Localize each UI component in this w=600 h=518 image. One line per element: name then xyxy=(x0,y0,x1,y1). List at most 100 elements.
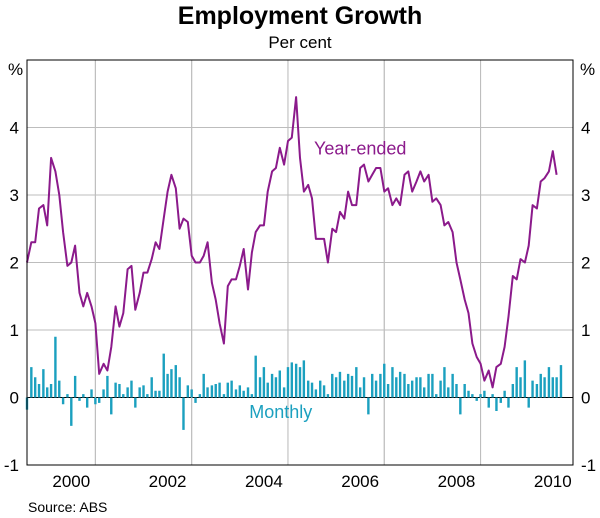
monthly-bar xyxy=(515,367,518,398)
y-tick-label-right: 2 xyxy=(581,254,590,273)
monthly-bar xyxy=(471,394,474,398)
monthly-bar xyxy=(519,377,522,398)
monthly-bar xyxy=(186,385,190,398)
y-tick-label-right: 0 xyxy=(581,389,590,408)
monthly-bar xyxy=(479,394,482,398)
monthly-bar xyxy=(234,389,238,398)
monthly-bar xyxy=(37,384,41,398)
monthly-bar xyxy=(358,387,362,398)
monthly-bar xyxy=(367,397,370,415)
monthly-bar xyxy=(306,380,310,398)
monthly-bar xyxy=(475,397,478,401)
monthly-bar xyxy=(90,389,93,398)
monthly-bar xyxy=(410,380,414,398)
y-tick-label-left: 0 xyxy=(10,389,19,408)
monthly-bar xyxy=(531,380,534,398)
monthly-series-label: Monthly xyxy=(249,402,312,422)
monthly-bar xyxy=(102,389,105,398)
monthly-bar xyxy=(503,390,506,398)
monthly-bars xyxy=(25,336,563,430)
monthly-bar xyxy=(278,370,281,398)
monthly-bar xyxy=(527,397,530,408)
year-ended-line xyxy=(26,96,558,389)
monthly-bar xyxy=(178,377,181,398)
monthly-bar xyxy=(427,373,430,398)
monthly-bar xyxy=(238,385,242,398)
monthly-bar xyxy=(230,380,233,398)
monthly-bar xyxy=(467,390,470,398)
monthly-bar xyxy=(154,390,157,398)
monthly-bar xyxy=(106,375,109,398)
y-tick-label-left: 1 xyxy=(10,321,19,340)
x-tick-label: 2002 xyxy=(149,472,187,491)
monthly-bar xyxy=(443,367,446,398)
monthly-bar xyxy=(146,394,149,398)
monthly-bar xyxy=(463,384,466,398)
monthly-bar xyxy=(314,389,318,398)
monthly-bar xyxy=(451,373,454,398)
monthly-bar xyxy=(383,363,386,398)
monthly-bar xyxy=(499,397,502,403)
monthly-bar xyxy=(334,377,338,398)
monthly-bar xyxy=(49,384,53,398)
monthly-bar xyxy=(310,382,314,398)
monthly-bar xyxy=(114,382,117,398)
monthly-bar xyxy=(262,367,266,398)
monthly-bar xyxy=(374,380,378,398)
monthly-bar xyxy=(242,390,245,398)
monthly-bar xyxy=(319,380,322,398)
monthly-bar xyxy=(194,397,197,403)
monthly-bar xyxy=(511,384,515,398)
monthly-bar xyxy=(126,387,129,398)
monthly-bar xyxy=(222,394,226,398)
monthly-bar xyxy=(391,367,394,398)
monthly-bar xyxy=(362,377,366,398)
monthly-bar xyxy=(290,362,294,398)
monthly-bar xyxy=(274,377,278,398)
monthly-bar xyxy=(30,367,33,398)
axis-tick-labels: -1 -1 0 0 1 1 2 2 3 3 4 4 2000 2002 2004 2006 2008 2010 xyxy=(4,119,596,492)
monthly-bar xyxy=(42,369,45,398)
monthly-bar xyxy=(495,397,498,411)
monthly-bar xyxy=(46,387,49,398)
monthly-bar xyxy=(298,367,302,398)
monthly-bar xyxy=(551,377,554,398)
monthly-bar xyxy=(170,369,173,398)
monthly-bar xyxy=(94,397,97,405)
monthly-bar xyxy=(331,373,334,398)
monthly-bar xyxy=(206,387,209,398)
left-axis-unit: % xyxy=(8,60,23,79)
monthly-bar xyxy=(322,385,326,398)
x-tick-label: 2006 xyxy=(341,472,379,491)
source-note: Source: ABS xyxy=(28,499,107,515)
monthly-bar xyxy=(162,353,165,398)
monthly-bar xyxy=(226,382,229,398)
y-tick-label-right: 1 xyxy=(581,321,590,340)
monthly-bar xyxy=(266,382,269,398)
monthly-bar xyxy=(258,377,262,398)
monthly-bar xyxy=(491,394,494,398)
x-tick-label: 2010 xyxy=(534,472,572,491)
monthly-bar xyxy=(270,373,274,398)
monthly-bar xyxy=(483,390,486,398)
monthly-bar xyxy=(198,394,202,398)
monthly-bar xyxy=(250,394,254,398)
monthly-bar xyxy=(286,367,290,398)
monthly-bar xyxy=(447,387,450,398)
monthly-bar xyxy=(507,397,510,408)
monthly-bar xyxy=(439,380,442,398)
monthly-bar xyxy=(523,360,527,398)
monthly-bar xyxy=(547,367,551,398)
monthly-bar xyxy=(122,394,125,398)
monthly-bar xyxy=(338,371,342,398)
monthly-bar xyxy=(346,373,350,398)
monthly-bar xyxy=(326,394,330,398)
monthly-bar xyxy=(343,380,346,398)
monthly-bar xyxy=(415,377,418,398)
monthly-bar xyxy=(202,373,205,398)
monthly-bar xyxy=(33,377,37,398)
monthly-bar xyxy=(78,397,81,401)
y-tick-label-left: -1 xyxy=(4,456,19,475)
monthly-bar xyxy=(134,397,137,408)
